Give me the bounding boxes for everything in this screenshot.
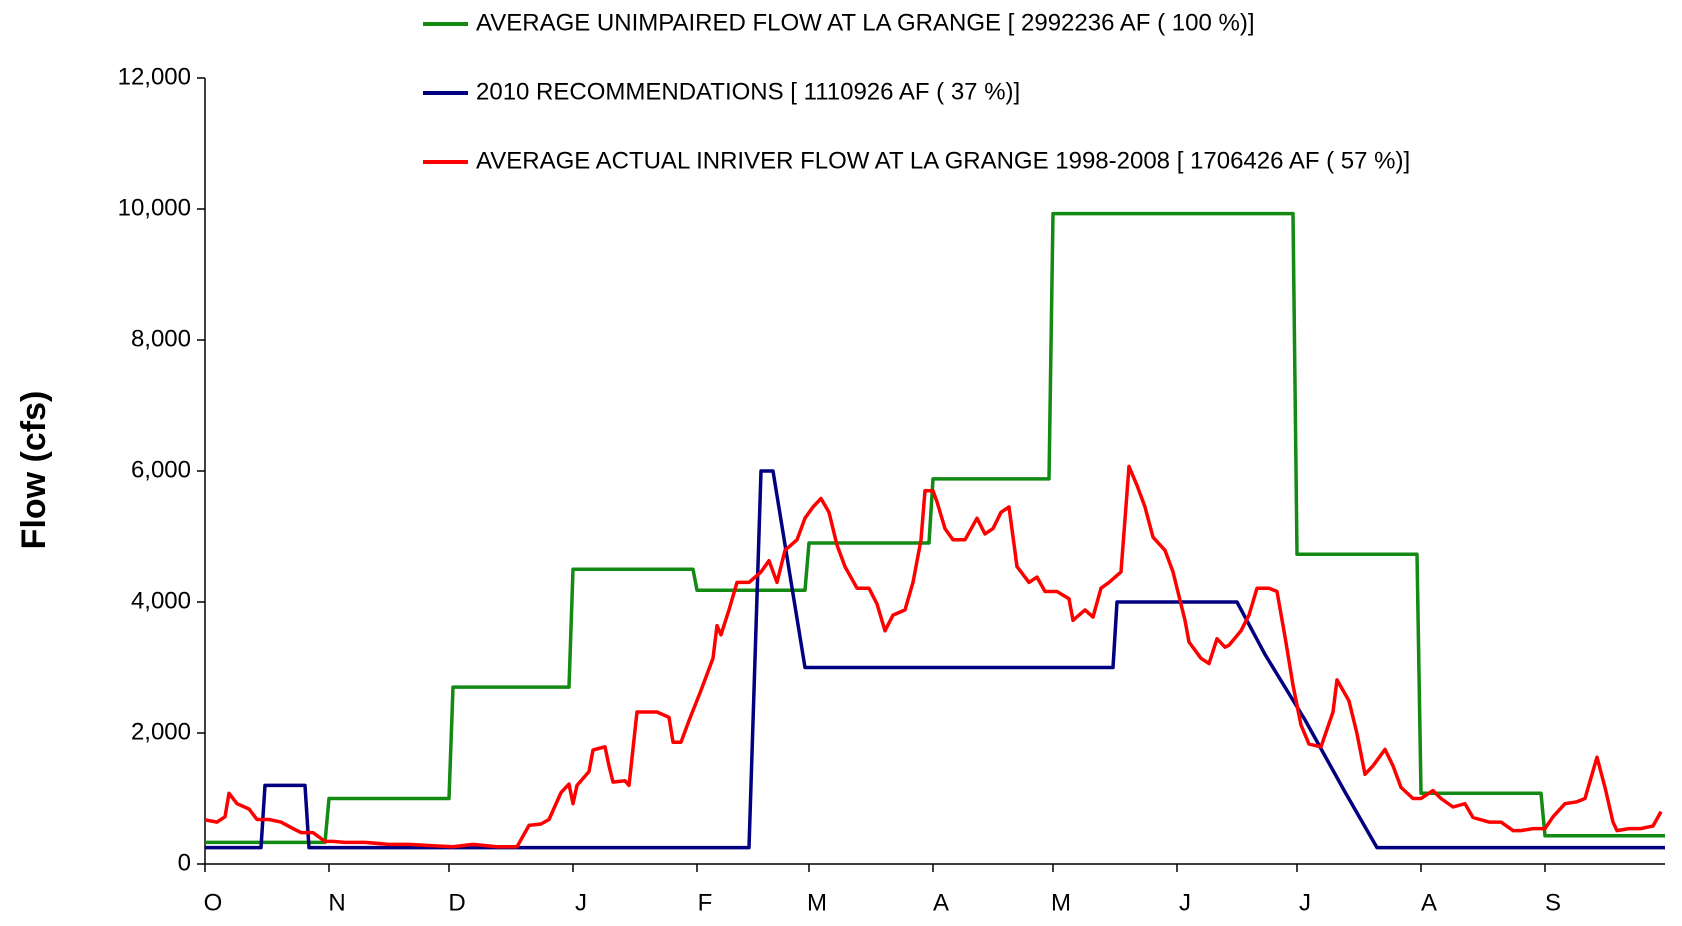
y-tick-label: 4,000 — [131, 587, 191, 614]
y-tick-label: 10,000 — [118, 194, 191, 221]
legend-label: 2010 RECOMMENDATIONS [ 1110926 AF ( 37 %… — [476, 78, 1020, 105]
x-tick-label: J — [1299, 889, 1311, 916]
series-line — [205, 211, 1665, 845]
legend-label: AVERAGE UNIMPAIRED FLOW AT LA GRANGE [ 2… — [476, 9, 1255, 36]
y-tick-label: 12,000 — [118, 63, 191, 90]
x-tick-label: F — [698, 889, 713, 916]
x-tick-label: D — [448, 889, 465, 916]
x-tick-label: M — [807, 889, 827, 916]
x-tick-label: J — [1179, 889, 1191, 916]
x-tick-label: A — [1421, 889, 1437, 916]
y-tick-label: 8,000 — [131, 325, 191, 352]
y-tick-label: 0 — [178, 849, 191, 876]
series-line — [204, 464, 1663, 849]
x-tick-label: S — [1545, 889, 1561, 916]
x-tick-label: O — [204, 889, 223, 916]
x-tick-label: N — [328, 889, 345, 916]
y-tick-label: 2,000 — [131, 718, 191, 745]
y-tick-label: 6,000 — [131, 456, 191, 483]
series-line — [205, 469, 1665, 850]
y-axis-label: Flow (cfs) — [15, 391, 53, 550]
x-tick-label: J — [575, 889, 587, 916]
x-tick-label: A — [933, 889, 949, 916]
legend-label: AVERAGE ACTUAL INRIVER FLOW AT LA GRANGE… — [476, 147, 1410, 174]
x-tick-label: M — [1051, 889, 1071, 916]
